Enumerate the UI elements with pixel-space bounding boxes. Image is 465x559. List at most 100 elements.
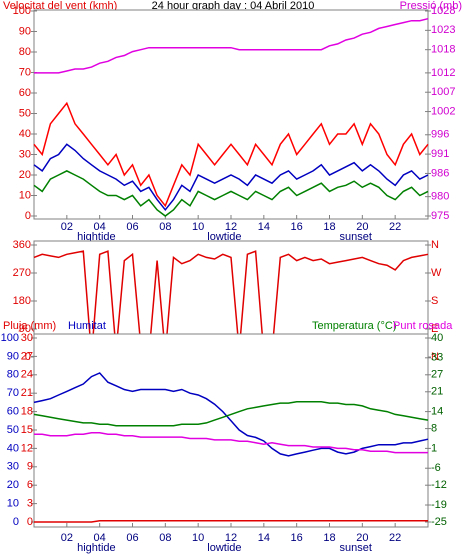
- y-tick-label: 10: [19, 189, 31, 201]
- x-tick-label: 22: [389, 221, 401, 233]
- y-tick-label: 50: [19, 107, 31, 119]
- y-tick-label: 3: [27, 498, 33, 510]
- annotation: lowtide: [207, 231, 241, 243]
- series-line: [34, 432, 428, 454]
- wind-axis-title: Velocitat del vent (kmh): [3, 0, 117, 12]
- y-tick-label: 21: [431, 386, 443, 398]
- y-tick-label: -12: [431, 479, 447, 491]
- y-tick-label: 60: [7, 406, 19, 418]
- annotation: sunset: [340, 231, 372, 243]
- y-tick-label: 30: [7, 461, 19, 473]
- y-tick-label: 80: [7, 369, 19, 381]
- y-tick-label: 1023: [431, 24, 455, 36]
- y-tick-label: 18: [21, 406, 33, 418]
- x-tick-label: 16: [291, 221, 303, 233]
- y-tick-label: 90: [19, 25, 31, 37]
- y-tick-label: 30: [21, 332, 33, 344]
- y-tick-label: 100: [1, 332, 19, 344]
- y-tick-label: 90: [7, 350, 19, 362]
- y-tick-label: 30: [19, 148, 31, 160]
- x-tick-label: 16: [291, 532, 303, 544]
- y-tick-label: 0: [27, 516, 33, 528]
- y-tick-label: 1018: [431, 44, 455, 56]
- y-tick-label: 60: [19, 87, 31, 99]
- y-tick-label: 180: [13, 295, 31, 307]
- series-line: [34, 17, 429, 74]
- y-tick-label: 0: [13, 516, 19, 528]
- y-tick-label: 991: [431, 148, 449, 160]
- series-line: [33, 170, 429, 217]
- y-tick-label: 12: [21, 442, 33, 454]
- x-tick-label: 12: [225, 532, 237, 544]
- chart-title: 24 hour graph day : 04 Abril 2010: [152, 0, 315, 12]
- y-tick-label: 24: [21, 369, 33, 381]
- x-tick-label: 08: [159, 532, 171, 544]
- y-tick-label: 15: [21, 424, 33, 436]
- y-tick-label: 1012: [431, 67, 455, 79]
- x-tick-label: 22: [389, 532, 401, 544]
- y-tick-label: 20: [19, 169, 31, 181]
- y-tick-label: 1002: [431, 105, 455, 117]
- plot-frame: [33, 333, 429, 528]
- y-tick-label: 986: [431, 167, 449, 179]
- y-tick-label: 50: [7, 424, 19, 436]
- x-tick-label: 06: [126, 532, 138, 544]
- y-tick-label: 100: [13, 5, 31, 17]
- x-tick-label: 08: [159, 221, 171, 233]
- y-tick-label: 1007: [431, 86, 455, 98]
- y-tick-label: 40: [19, 128, 31, 140]
- y-tick-label: 40: [431, 332, 443, 344]
- y-tick-label: 14: [431, 406, 443, 418]
- y-tick-label: 980: [431, 191, 449, 203]
- y-tick-label: -19: [431, 499, 447, 511]
- y-tick-label: 27: [431, 369, 443, 381]
- y-tick-label: 8: [431, 422, 437, 434]
- x-tick-label: 18: [323, 532, 335, 544]
- y-tick-label: -6: [431, 462, 441, 474]
- series-label: Temperatura (°C): [312, 320, 396, 332]
- x-tick-label: 02: [61, 532, 73, 544]
- y-tick-label: 20: [7, 479, 19, 491]
- x-tick-label: 14: [258, 532, 270, 544]
- x-tick-label: 14: [258, 221, 270, 233]
- series-label: Pluja (mm): [3, 320, 56, 332]
- plot-frame: [33, 9, 429, 220]
- x-tick-label: 10: [192, 532, 204, 544]
- y-tick-label: N: [431, 351, 439, 363]
- y-tick-label: N: [431, 239, 439, 251]
- x-tick-label: 10: [192, 221, 204, 233]
- x-tick-label: 20: [356, 221, 368, 233]
- y-tick-label: 21: [21, 387, 33, 399]
- series-line: [33, 250, 429, 358]
- y-tick-label: 70: [19, 66, 31, 78]
- y-tick-label: 27: [21, 350, 33, 362]
- y-tick-label: 6: [27, 479, 33, 491]
- y-tick-label: 40: [7, 442, 19, 454]
- series-label: Punt rosada: [393, 320, 453, 332]
- y-tick-label: S: [431, 295, 438, 307]
- y-tick-label: 9: [27, 461, 33, 473]
- y-tick-label: E: [431, 323, 438, 335]
- series-label: Humitat: [68, 320, 106, 332]
- y-tick-label: 70: [7, 387, 19, 399]
- x-tick-label: 04: [94, 532, 106, 544]
- y-tick-label: 0: [25, 210, 31, 222]
- x-tick-label: 18: [323, 221, 335, 233]
- annotation: hightide: [77, 231, 116, 243]
- y-tick-label: 1028: [431, 5, 455, 17]
- x-tick-label: 20: [356, 532, 368, 544]
- y-tick-label: 975: [431, 210, 449, 222]
- series-line: [33, 101, 429, 208]
- x-tick-label: 04: [94, 221, 106, 233]
- y-tick-label: W: [431, 267, 442, 279]
- y-tick-label: 996: [431, 129, 449, 141]
- x-tick-label: 02: [61, 221, 73, 233]
- series-line: [33, 400, 429, 427]
- y-tick-label: 80: [19, 46, 31, 58]
- annotation: hightide: [77, 542, 116, 554]
- x-tick-label: 06: [126, 221, 138, 233]
- y-tick-label: 360: [13, 239, 31, 251]
- y-tick-label: 270: [13, 267, 31, 279]
- x-tick-label: 12: [225, 221, 237, 233]
- series-line: [33, 143, 429, 211]
